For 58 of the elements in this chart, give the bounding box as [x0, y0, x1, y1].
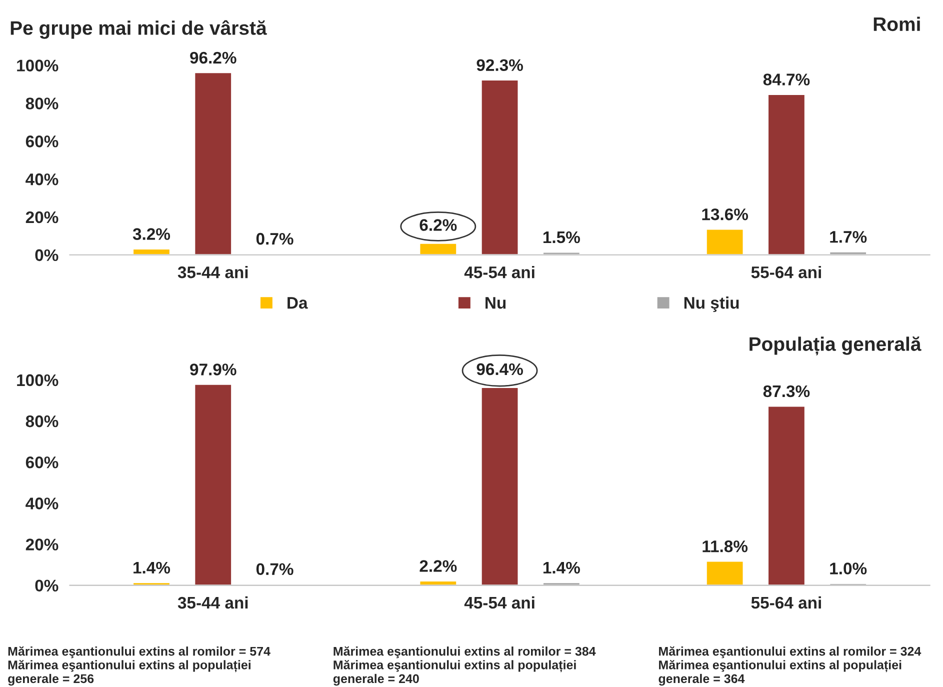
- data-label: 1.4%: [543, 562, 580, 574]
- y-tick-label: 60%: [26, 456, 58, 468]
- data-label: 1.5%: [543, 231, 580, 244]
- data-label: 96.2%: [190, 52, 236, 64]
- data-label: 13.6%: [702, 208, 748, 220]
- bar: [828, 582, 868, 586]
- x-tick-label: 55-64 ani: [751, 596, 821, 609]
- data-label: 87.3%: [763, 385, 810, 398]
- bar: [194, 384, 232, 586]
- bar: [132, 248, 171, 255]
- x-tick-label: 55-64 ani: [751, 266, 821, 278]
- chart-title: Pe grupe mai mici de vârstă: [10, 20, 267, 39]
- data-label: 0.7%: [256, 232, 294, 245]
- legend-label: Nu: [486, 297, 506, 309]
- bar: [767, 405, 806, 586]
- bar: [767, 94, 806, 255]
- bar: [194, 72, 232, 255]
- y-tick-label: 40%: [26, 498, 58, 510]
- data-label: 0.7%: [256, 563, 294, 576]
- y-tick-label: 0%: [35, 580, 58, 592]
- bar: [828, 250, 868, 255]
- data-label: 1.7%: [830, 231, 867, 243]
- legend-label: Nu ştiu: [684, 296, 739, 312]
- chart-subtitle: Romi: [874, 16, 920, 32]
- data-label: 1.4%: [134, 562, 170, 574]
- bar: [706, 560, 744, 586]
- text: Mărimea eşantionului extins al romilor = 324 Mărimea eşantionului extins al populației generale = 364: [658, 646, 922, 686]
- y-tick-label: 100%: [17, 374, 58, 386]
- bar: [418, 580, 458, 586]
- data-label: 92.3%: [476, 59, 523, 72]
- text: Mărimea eşantionului extins al romilor = 574 Mărimea eşantionului extins al populației generale = 256: [8, 646, 270, 686]
- data-label: 1.0%: [830, 562, 867, 574]
- data-label: 3.2%: [132, 228, 170, 240]
- bar: [480, 386, 520, 586]
- y-tick-label: 80%: [26, 98, 58, 110]
- x-tick-label: 45-54 ani: [464, 266, 534, 278]
- annotation: 6.2%: [420, 219, 457, 231]
- bar: [480, 79, 520, 255]
- text: 96.4%: [476, 363, 523, 376]
- data-label: 97.9%: [190, 364, 236, 376]
- x-tick-label: 35-44 ani: [178, 596, 248, 609]
- text: Mărimea eşantionului extins al romilor = 384 Mărimea eşantionului extins al populației generale = 240: [333, 646, 596, 686]
- x-tick-label: 45-54 ani: [464, 596, 534, 609]
- y-tick-label: 100%: [17, 60, 58, 72]
- y-tick-label: 20%: [26, 538, 58, 550]
- data-label: 2.2%: [420, 560, 457, 572]
- y-tick-label: 40%: [26, 173, 58, 186]
- y-tick-label: 0%: [35, 249, 58, 262]
- x-tick-label: 35-44 ani: [178, 266, 248, 278]
- bar: [706, 228, 744, 255]
- bar: [418, 242, 458, 255]
- y-tick-label: 80%: [26, 415, 58, 428]
- y-tick-label: 60%: [26, 136, 58, 148]
- data-label: 84.7%: [763, 74, 810, 86]
- y-tick-label: 20%: [26, 211, 58, 224]
- legend-label: Da: [288, 297, 308, 309]
- chart-subtitle: Populația generală: [750, 336, 922, 356]
- data-label: 11.8%: [702, 540, 748, 552]
